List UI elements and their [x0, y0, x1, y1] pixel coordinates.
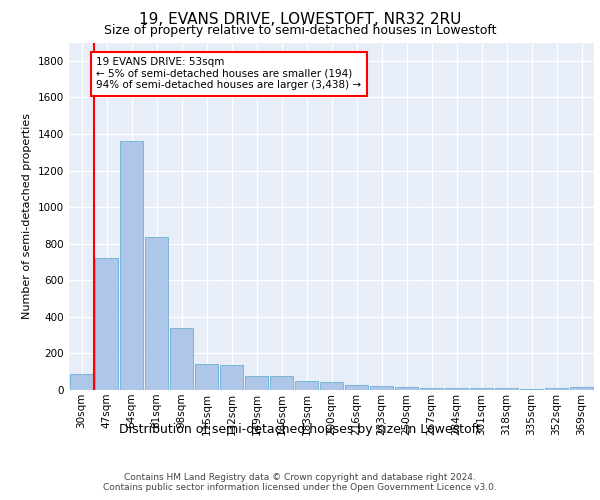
Bar — [95, 258, 118, 390]
Bar — [245, 376, 268, 390]
Text: Contains HM Land Registry data © Crown copyright and database right 2024.
Contai: Contains HM Land Registry data © Crown c… — [103, 472, 497, 492]
Bar — [295, 381, 319, 390]
Bar — [569, 388, 593, 390]
Y-axis label: Number of semi-detached properties: Number of semi-detached properties — [22, 114, 32, 320]
Bar — [445, 388, 469, 390]
Bar — [419, 388, 443, 390]
Bar — [395, 388, 418, 390]
Text: 19 EVANS DRIVE: 53sqm
← 5% of semi-detached houses are smaller (194)
94% of semi: 19 EVANS DRIVE: 53sqm ← 5% of semi-detac… — [97, 57, 362, 90]
Bar — [145, 238, 169, 390]
Bar — [320, 382, 343, 390]
Bar — [470, 388, 493, 390]
Bar — [70, 374, 94, 390]
Bar — [220, 366, 244, 390]
Bar — [545, 388, 568, 390]
Text: 19, EVANS DRIVE, LOWESTOFT, NR32 2RU: 19, EVANS DRIVE, LOWESTOFT, NR32 2RU — [139, 12, 461, 28]
Bar — [269, 376, 293, 390]
Bar — [170, 328, 193, 390]
Bar — [494, 388, 518, 390]
Bar — [520, 388, 544, 390]
Text: Distribution of semi-detached houses by size in Lowestoft: Distribution of semi-detached houses by … — [119, 422, 481, 436]
Bar — [194, 364, 218, 390]
Text: Size of property relative to semi-detached houses in Lowestoft: Size of property relative to semi-detach… — [104, 24, 496, 37]
Bar — [370, 386, 394, 390]
Bar — [344, 384, 368, 390]
Bar — [119, 142, 143, 390]
